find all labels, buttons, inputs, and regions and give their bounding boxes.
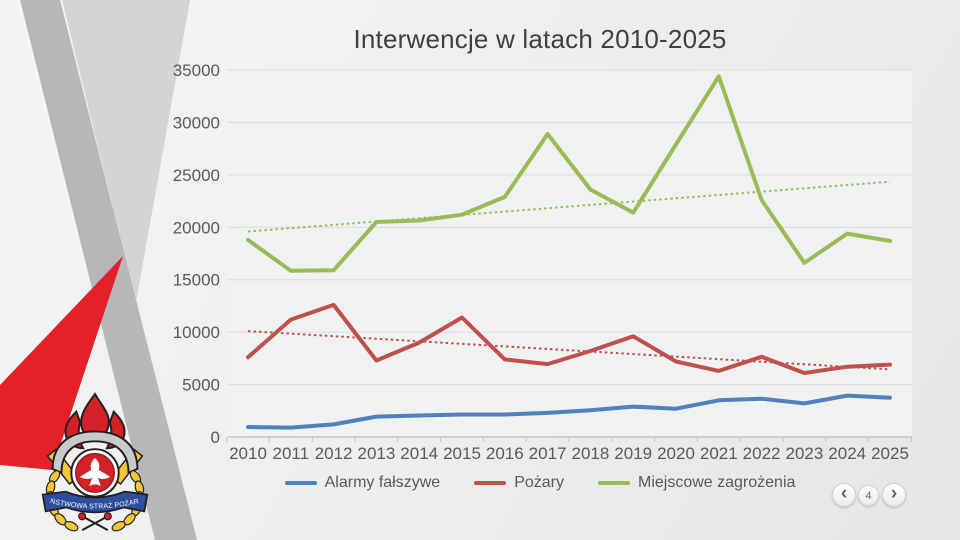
helmet [51, 430, 139, 475]
y-axis-label: 5000 [182, 376, 220, 395]
legend-swatch-po-ary [474, 481, 507, 485]
x-axis-label: 2011 [273, 444, 310, 463]
page-number: 4 [865, 489, 872, 502]
y-axis-label: 25000 [173, 166, 220, 185]
y-axis-label: 35000 [173, 61, 220, 80]
x-axis-label: 2024 [828, 444, 866, 463]
chart-legend: Alarmy fałszywe Pożary Miejscowe zagrożeni… [160, 474, 920, 492]
x-axis-label: 2021 [700, 444, 738, 463]
y-axis-label: 15000 [173, 271, 220, 290]
eagle-icon [79, 457, 111, 487]
page-title: Interwencje w latach 2010-2025 [353, 24, 727, 54]
legend-swatch-miejscowe-zagro-enia [597, 481, 630, 485]
trendline-po-ary [247, 330, 891, 371]
x-axis-label: 2010 [229, 444, 267, 463]
nav-next-button[interactable]: › [882, 483, 906, 507]
chart-svg: 0 5000 10000 15000 20000 25000 30000 35000 2010 2… [173, 61, 912, 463]
chevron-left-icon: ‹ [840, 482, 848, 504]
y-axis-label: 20000 [173, 218, 220, 237]
legend-item-po-ary: Pożary [474, 474, 564, 492]
legend-item-alarmy-fa-szywe: Alarmy fałszywe [284, 474, 441, 492]
legend-swatch-alarmy-fa-szywe [284, 481, 317, 485]
x-axis-label: 2012 [315, 444, 353, 463]
legend-label-po-ary: Pożary [514, 474, 564, 491]
legend-label-alarmy-fa-szywe: Alarmy fałszywe [324, 474, 441, 491]
chevron-right-icon: › [890, 482, 898, 504]
nav-prev-button[interactable]: ‹ [832, 483, 856, 507]
banner-ribbon [41, 490, 149, 514]
x-axis-label: 2019 [614, 444, 652, 463]
y-axis-label: 0 [211, 428, 220, 447]
legend-item-miejscowe-zagro-enia: Miejscowe zagrożenia [597, 474, 796, 492]
x-axis-label: 2022 [743, 444, 781, 463]
x-axis-label: 2018 [571, 444, 609, 463]
x-axis-label: 2023 [785, 444, 823, 463]
page-number-badge: 4 [858, 485, 879, 506]
psp-fire-service-logo: PAŃSTWOWA STRAŻ POŻARNA [30, 390, 149, 532]
x-axis-label: 2015 [443, 444, 481, 463]
x-axis-label: 2014 [400, 444, 438, 463]
x-axis-label: 2025 [871, 444, 909, 463]
x-axis-label: 2020 [657, 444, 695, 463]
x-axis-label: 2013 [357, 444, 395, 463]
series-line-po-ary [246, 302, 892, 375]
y-axis-label: 30000 [173, 113, 220, 132]
plot-area [228, 70, 912, 437]
x-axis-label: 2016 [486, 444, 524, 463]
legend-label-miejscowe-zagro-enia: Miejscowe zagrożenia [637, 474, 796, 491]
y-axis-label: 10000 [173, 323, 220, 342]
x-axis-label: 2017 [529, 444, 567, 463]
series-line-miejscowe-zagro-enia [246, 74, 892, 273]
series-line-alarmy-fa-szywe [246, 393, 892, 430]
